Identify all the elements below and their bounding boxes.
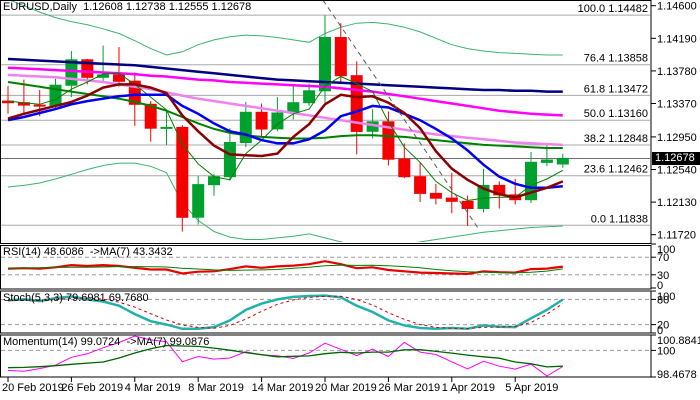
price-axis-label: 1.12540: [657, 165, 697, 177]
stochastic-axis-label: 20: [657, 320, 669, 332]
rsi-indicator-label: RSI(14) 48.6086 ->MA(7) 43.3432: [3, 246, 173, 258]
candle-body: [398, 158, 411, 178]
rsi-axis-label: 0: [657, 280, 663, 292]
fib-label: 61.8 1.13472: [584, 83, 648, 95]
date-axis-label: 14 Mar 2019: [252, 382, 314, 394]
stoch-k: [7, 294, 564, 331]
ma-magenta: [7, 66, 563, 117]
date-axis-label: 1 Apr 2019: [442, 382, 495, 394]
price-axis-label: 1.13370: [657, 99, 697, 111]
stochastic-axis-label: 80: [657, 294, 669, 306]
momentum-axis-label: 100.8841: [657, 335, 700, 347]
candle-body: [176, 126, 189, 218]
ma-violet: [7, 73, 563, 147]
candle-body: [303, 90, 316, 104]
panel-frame[interactable]: [0, 290, 652, 334]
rsi-ma: [7, 264, 563, 274]
candle-body: [350, 75, 363, 132]
price-axis-label: 1.14190: [657, 33, 697, 45]
candle-body: [429, 192, 442, 199]
rsi-line: [7, 260, 563, 276]
candle-body: [81, 59, 94, 78]
candle-body: [556, 157, 569, 165]
ma-navy: [7, 57, 563, 93]
fib-label: 23.6 1.12462: [584, 164, 648, 176]
price-axis[interactable]: 1.14600 1.14190 1.13780 1.13370 1.12950 1.125…: [651, 1, 697, 242]
stochastic-axis-label: 100: [657, 291, 675, 303]
ma-maroon: [7, 83, 564, 199]
panel-frame[interactable]: [0, 334, 652, 378]
candle-body: [477, 184, 490, 209]
main-panel: [1, 0, 650, 242]
date-axis-label: 26 Mar 2019: [378, 382, 440, 394]
date-axis-label: 5 Apr 2019: [505, 382, 558, 394]
candle-body: [33, 104, 46, 107]
candle-body: [65, 59, 78, 86]
chart-title: EURUSD,Daily 1.12608 1.12738 1.12555 1.1…: [3, 1, 252, 13]
date-axis-label: 20 Mar 2019: [315, 382, 377, 394]
price-axis-label: 1.12950: [657, 132, 697, 144]
band-upper: [10, 1, 563, 56]
momentum-indicator-label: Momentum(14) 99.0724 ->MA(7) 99.0876: [3, 336, 210, 348]
candle-body: [414, 176, 427, 194]
candle-body: [334, 37, 347, 77]
fib-label: 38.2 1.12848: [584, 133, 648, 145]
fib-label: 50.0 1.13160: [584, 108, 648, 120]
candle-body: [144, 103, 157, 129]
fib-label: 100.0 1.14482: [578, 3, 648, 15]
band-lower: [7, 162, 563, 242]
momentum-ma: [7, 344, 563, 369]
candle-body: [239, 111, 252, 144]
fib-label: 76.4 1.13858: [584, 53, 648, 65]
price-axis-label: 1.14600: [657, 1, 697, 13]
rsi-axis-label: 30: [657, 270, 669, 282]
ma-blue: [7, 93, 563, 190]
momentum-axis-label: 98.4678: [657, 369, 697, 381]
candle-body: [255, 111, 268, 130]
candle-body: [160, 126, 173, 129]
date-axis-label: 8 Mar 2019: [188, 382, 244, 394]
candle-body: [461, 200, 474, 210]
date-axis-label: 26 Feb 2019: [61, 382, 123, 394]
candle-body: [113, 74, 125, 82]
price-axis-label: 1.12130: [657, 197, 697, 209]
price-axis-label: 1.11720: [657, 230, 696, 242]
date-axis-label: 4 Mar 2019: [125, 382, 181, 394]
rsi-axis-label: 100: [657, 244, 675, 256]
candle-body: [445, 197, 458, 202]
trendline[interactable]: [322, 0, 479, 229]
price-axis-label: 1.13780: [657, 66, 697, 78]
panel-frame[interactable]: [0, 245, 652, 290]
candle-body: [525, 161, 537, 201]
ma-green-slow: [7, 81, 563, 149]
date-axis-label: 20 Feb 2019: [2, 382, 64, 394]
stochastic-axis-label: 0: [657, 325, 663, 337]
fib-label: 0.0 1.11838: [591, 213, 648, 225]
candle-body: [223, 142, 236, 178]
current-price-box: 1.12678: [652, 152, 700, 165]
panel-frame: [0, 0, 652, 244]
candle-body: [271, 112, 284, 130]
candle-body: [192, 184, 205, 218]
stoch-d: [7, 295, 564, 330]
candle-body: [540, 159, 553, 163]
stoch-indicator-label: Stoch(5,3,3) 79.6981 69.7680: [3, 292, 149, 304]
ma-green-fast: [7, 72, 564, 202]
candle-body: [319, 37, 331, 92]
rsi-axis-label: 70: [657, 252, 669, 264]
momentum-axis-label: 100: [657, 345, 675, 357]
candle-body: [128, 80, 141, 105]
candle-body: [97, 74, 110, 78]
